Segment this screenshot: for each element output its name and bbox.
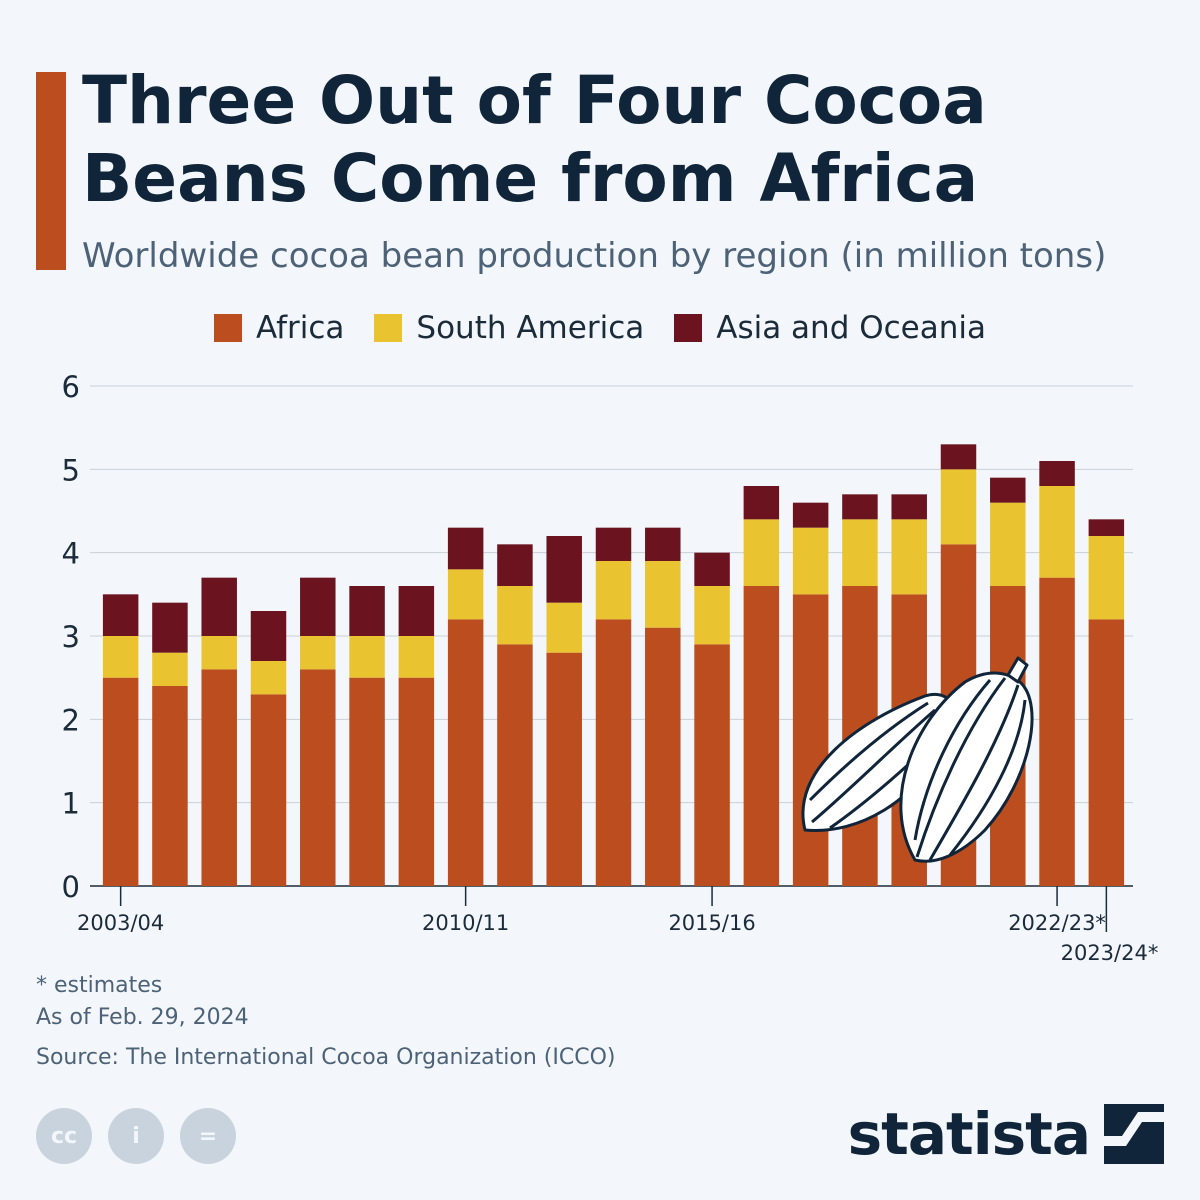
bar-asia-oceania bbox=[152, 602, 188, 653]
bar-africa bbox=[349, 677, 385, 886]
bar-south-america bbox=[102, 636, 139, 678]
no-derivatives-icon[interactable]: = bbox=[180, 1108, 236, 1164]
y-tick-label: 6 bbox=[62, 370, 80, 404]
source-note: Source: The International Cocoa Organiza… bbox=[36, 1045, 616, 1070]
title-accent-bar bbox=[36, 72, 66, 270]
bar-africa bbox=[1039, 577, 1075, 886]
bar-south-america bbox=[349, 636, 385, 678]
y-tick-label: 0 bbox=[62, 870, 80, 904]
legend-label-africa: Africa bbox=[255, 310, 345, 346]
bar-africa bbox=[792, 594, 829, 886]
stacked-bar-chart: 0 1 2 3 4 5 6 2003/04 2010/11 2015/16 2022/23* 2023… bbox=[62, 370, 1159, 965]
legend-label-asia-oceania: Asia and Oceania bbox=[716, 310, 987, 346]
bar-asia-oceania bbox=[497, 544, 533, 586]
bar-africa bbox=[694, 644, 730, 886]
bar-africa bbox=[1088, 619, 1125, 886]
bar-asia-oceania bbox=[694, 552, 730, 586]
bar-asia-oceania bbox=[1088, 519, 1125, 536]
bar-africa bbox=[595, 619, 632, 886]
y-tick-label: 1 bbox=[62, 787, 80, 821]
bar-south-america bbox=[250, 661, 287, 695]
cc-icon[interactable]: cc bbox=[36, 1108, 92, 1164]
bar-asia-oceania bbox=[595, 527, 632, 561]
cocoa-beans-icon bbox=[801, 656, 1034, 863]
bar-africa bbox=[743, 586, 780, 886]
bar-south-america bbox=[1088, 536, 1125, 620]
bar-asia-oceania bbox=[891, 494, 927, 520]
bar-africa bbox=[398, 677, 435, 886]
bar-asia-oceania bbox=[1039, 461, 1075, 486]
bar-africa bbox=[300, 669, 336, 886]
license-icons: cc i = bbox=[36, 1108, 236, 1164]
bar-south-america bbox=[940, 469, 977, 545]
bar-south-america bbox=[201, 636, 237, 670]
bar-asia-oceania bbox=[447, 527, 484, 570]
bar-south-america bbox=[546, 602, 582, 653]
bar-asia-oceania bbox=[743, 486, 780, 520]
legend-label-south-america: South America bbox=[416, 310, 645, 346]
bar-south-america bbox=[990, 502, 1026, 586]
chart-subtitle: Worldwide cocoa bean production by regio… bbox=[82, 236, 1107, 276]
estimates-note: * estimates bbox=[36, 973, 163, 998]
bar-south-america bbox=[694, 586, 730, 645]
legend-item-south-america: South America bbox=[374, 310, 644, 346]
statista-logo-icon bbox=[1104, 1104, 1164, 1164]
y-tick-label: 4 bbox=[62, 537, 80, 571]
bar-africa bbox=[152, 686, 188, 886]
bar-asia-oceania bbox=[398, 586, 435, 636]
bar-south-america bbox=[300, 636, 336, 670]
chart-notes: * estimates As of Feb. 29, 2024 Source: … bbox=[36, 970, 615, 1074]
x-tick-label: 2010/11 bbox=[422, 911, 509, 935]
y-tick-label: 3 bbox=[62, 620, 80, 654]
attribution-icon[interactable]: i bbox=[108, 1108, 164, 1164]
bar-asia-oceania bbox=[300, 577, 336, 636]
page-title: Three Out of Four Cocoa Beans Come from … bbox=[82, 62, 987, 217]
bar-south-america bbox=[645, 561, 681, 628]
bar-africa bbox=[250, 694, 287, 886]
legend-item-asia-oceania: Asia and Oceania bbox=[674, 310, 986, 346]
bar-asia-oceania bbox=[546, 536, 582, 603]
bar-south-america bbox=[497, 586, 533, 645]
legend-swatch-south-america bbox=[374, 314, 403, 342]
x-tick-label: 2015/16 bbox=[668, 911, 755, 935]
bar-south-america bbox=[891, 519, 927, 595]
bar-africa bbox=[546, 652, 582, 886]
y-tick-label: 5 bbox=[62, 453, 80, 487]
bar-asia-oceania bbox=[349, 586, 385, 636]
statista-logo-text: statista bbox=[847, 1100, 1091, 1168]
bar-africa bbox=[201, 669, 237, 886]
bar-asia-oceania bbox=[792, 502, 829, 528]
y-tick-label: 2 bbox=[62, 703, 80, 737]
x-tick-label: 2003/04 bbox=[77, 911, 164, 935]
x-tick-label: 2022/23* bbox=[1008, 911, 1106, 935]
bar-south-america bbox=[792, 527, 829, 595]
bar-south-america bbox=[152, 652, 188, 686]
bar-africa bbox=[447, 619, 484, 886]
bar-africa bbox=[645, 627, 681, 886]
bar-asia-oceania bbox=[645, 527, 681, 561]
bar-asia-oceania bbox=[250, 611, 287, 661]
bar-south-america bbox=[447, 569, 484, 620]
x-tick-label: 2023/24* bbox=[1061, 941, 1159, 965]
bar-asia-oceania bbox=[842, 494, 878, 520]
statista-logo[interactable]: statista bbox=[848, 1100, 1164, 1168]
bar-asia-oceania bbox=[990, 477, 1026, 503]
bar-south-america bbox=[842, 519, 878, 586]
bar-africa bbox=[497, 644, 533, 886]
chart-legend: Africa South America Asia and Oceania bbox=[0, 310, 1200, 346]
bar-africa bbox=[102, 677, 139, 886]
bar-south-america bbox=[743, 519, 780, 586]
bar-south-america bbox=[1039, 486, 1075, 578]
bar-south-america bbox=[595, 561, 632, 620]
bar-asia-oceania bbox=[940, 444, 977, 470]
bar-south-america bbox=[398, 636, 435, 678]
legend-swatch-africa bbox=[213, 314, 242, 342]
legend-item-africa: Africa bbox=[213, 310, 345, 346]
as-of-date: As of Feb. 29, 2024 bbox=[36, 1005, 249, 1030]
bar-asia-oceania bbox=[102, 594, 139, 636]
legend-swatch-asia-oceania bbox=[674, 314, 703, 342]
bar-asia-oceania bbox=[201, 577, 237, 636]
